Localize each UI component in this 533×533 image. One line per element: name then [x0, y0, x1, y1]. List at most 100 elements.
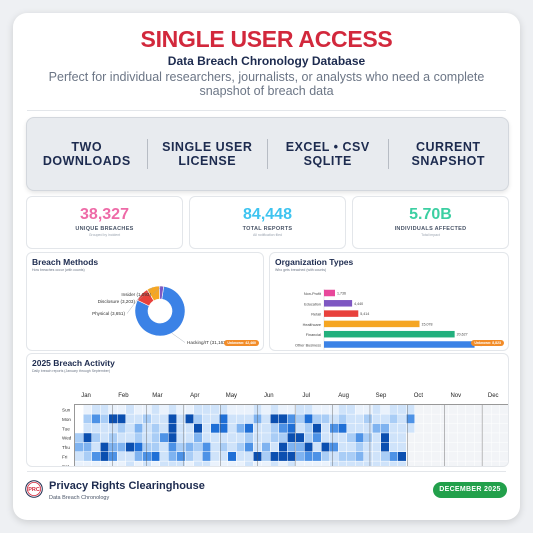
heatmap-cell — [372, 423, 381, 433]
heatmap-border — [74, 404, 508, 466]
heatmap-cell — [100, 461, 109, 466]
heatmap-cell — [500, 442, 508, 452]
heatmap-cell — [126, 414, 134, 424]
heatmap-cell — [92, 433, 100, 443]
heatmap-cell — [202, 423, 211, 433]
pie-leader-line — [136, 286, 154, 302]
day-label: Sun — [62, 408, 71, 413]
stat-sub: Grouped by incident — [88, 233, 121, 237]
heatmap-cell — [160, 405, 168, 414]
heatmap-cell — [330, 461, 338, 466]
heatmap-cell — [253, 452, 262, 461]
page-subtitle: Data Breach Chronology Database — [167, 54, 366, 68]
heatmap-cell — [228, 423, 236, 433]
heatmap-cell — [279, 442, 287, 452]
heatmap-cell — [500, 405, 508, 414]
heatmap-cell — [423, 423, 432, 433]
heatmap-cell — [483, 433, 491, 443]
stat-individuals-affected: 5.70B INDIVIDUALS AFFECTED Total impact — [352, 196, 509, 249]
heatmap-cell — [389, 405, 398, 414]
bar-category-label: Healthcare — [303, 323, 321, 327]
heatmap-cell — [483, 461, 491, 466]
heatmap-cell — [143, 405, 151, 414]
heatmap-cell — [364, 433, 372, 443]
heatmap-cell — [83, 442, 92, 452]
heatmap-cell — [92, 461, 100, 466]
heatmap-cell — [449, 423, 457, 433]
heatmap-cell — [211, 461, 219, 466]
stat-value: 38,327 — [80, 206, 129, 223]
heatmap-cell — [160, 452, 168, 461]
heatmap-cell — [168, 442, 177, 452]
heatmap-cell — [202, 461, 211, 466]
heatmap-cell — [117, 442, 126, 452]
heatmap-cell — [83, 405, 92, 414]
heatmap-cell — [389, 442, 398, 452]
heatmap-cell — [466, 461, 474, 466]
heatmap-cell — [440, 442, 449, 452]
heatmap-cell — [338, 405, 347, 414]
heatmap-cell — [287, 461, 296, 466]
pie-label: Disclosure (3,203) — [98, 299, 136, 304]
heatmap-cell — [423, 405, 432, 414]
heatmap-cell — [262, 423, 270, 433]
bar-retail — [324, 310, 359, 317]
heatmap-cell — [491, 405, 500, 414]
heatmap-cell — [381, 461, 389, 466]
heatmap-cell — [92, 423, 100, 433]
feature-formats: EXCEL • CSV SQLITE — [285, 140, 370, 168]
heatmap-cell — [100, 452, 109, 461]
heatmap-cell — [313, 414, 321, 424]
heatmap-cell — [474, 405, 483, 414]
heatmap-cell — [398, 442, 406, 452]
heatmap-cell — [449, 452, 457, 461]
stat-value: 5.70B — [409, 206, 452, 223]
heatmap-cell — [160, 433, 168, 443]
page-title: SINGLE USER ACCESS — [140, 26, 393, 52]
heatmap-cell — [185, 461, 194, 466]
heatmap-cell — [253, 461, 262, 466]
heatmap-cell — [287, 423, 296, 433]
heatmap-cell — [194, 423, 202, 433]
feature-license: SINGLE USER LICENSE — [162, 140, 253, 168]
pie-slice-hacking-it — [134, 285, 186, 337]
heatmap-cell — [491, 461, 500, 466]
heatmap-cell — [253, 433, 262, 443]
heatmap-cell — [474, 442, 483, 452]
heatmap-cell — [202, 414, 211, 424]
heatmap-cell — [415, 405, 423, 414]
heatmap-cell — [219, 433, 228, 443]
heatmap-cell — [151, 433, 160, 443]
heatmap-cell — [151, 405, 160, 414]
heatmap-cell — [466, 414, 474, 424]
heatmap-cell — [177, 433, 185, 443]
heatmap-cell — [126, 423, 134, 433]
heatmap-cell — [381, 423, 389, 433]
heatmap-cell — [372, 433, 381, 443]
heatmap-cell — [211, 442, 219, 452]
heatmap-cell — [330, 452, 338, 461]
heatmap-cell — [330, 414, 338, 424]
heatmap-cell — [92, 442, 100, 452]
heatmap-cell — [304, 405, 313, 414]
heatmap-cell — [389, 433, 398, 443]
heatmap-cell — [83, 423, 92, 433]
heatmap-cell — [194, 442, 202, 452]
panel-subtitle: Daily breach reports (January through Se… — [32, 369, 111, 373]
heatmap-cell — [389, 461, 398, 466]
heatmap-cell — [372, 442, 381, 452]
stat-label: UNIQUE BREACHES — [75, 226, 134, 232]
day-label: Sat — [62, 464, 70, 466]
heatmap-cell — [228, 442, 236, 452]
heatmap-cell — [432, 461, 440, 466]
heatmap-cell — [245, 405, 253, 414]
heatmap-cell — [109, 423, 117, 433]
panel-title: Breach Methods — [32, 257, 99, 267]
heatmap-cell — [313, 423, 321, 433]
heatmap-cell — [219, 414, 228, 424]
heatmap-cell — [100, 442, 109, 452]
heatmap-cell — [168, 414, 177, 424]
heatmap-cell — [372, 405, 381, 414]
month-label: Apr — [190, 393, 199, 399]
divider — [27, 471, 506, 472]
